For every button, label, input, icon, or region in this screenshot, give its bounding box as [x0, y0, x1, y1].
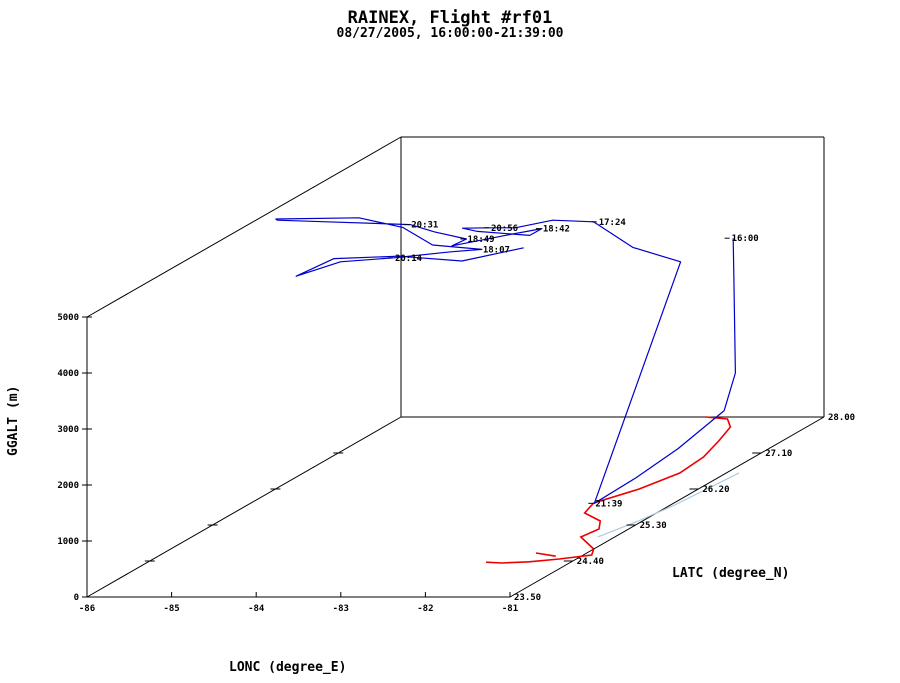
x-tick-label: -82: [417, 604, 433, 614]
frame-edge-right-bottom: [509, 416, 825, 598]
time-label: 18:42: [543, 225, 570, 235]
ground-track-line: [597, 472, 740, 538]
chart-subtitle: 08/27/2005, 16:00:00-21:39:00: [336, 26, 564, 41]
coastline: [486, 416, 732, 564]
z-tick-label: 2000: [57, 481, 79, 491]
y-tick-label: 28.00: [828, 413, 855, 423]
flight-track: [275, 217, 736, 504]
y-axis-ticks: 23.50 24.40 25.30 26.20 27.10 28.00: [144, 413, 855, 603]
y-axis-title: LATC (degree_N): [672, 566, 790, 581]
y-tick-label: 27.10: [765, 449, 792, 459]
y-tick-label: 25.30: [640, 521, 667, 531]
z-axis-title: GGALT (m): [6, 385, 21, 456]
ground-track: [597, 472, 740, 538]
x-tick-label: -83: [333, 604, 349, 614]
flight-path-line: [275, 217, 736, 504]
time-label: 20:31: [411, 221, 438, 231]
x-tick-label: -86: [79, 604, 95, 614]
chart-title: RAINEX, Flight #rf01: [347, 8, 553, 28]
z-tick-label: 0: [74, 593, 79, 603]
frame-edge-left-top: [86, 136, 402, 318]
x-axis-ticks: -86 -85 -84 -83 -82 -81: [79, 592, 518, 614]
z-tick-label: 5000: [57, 313, 79, 323]
time-label: 20:14: [395, 254, 423, 264]
time-label: 16:00: [732, 234, 759, 244]
time-label: 21:39: [595, 499, 622, 509]
y-tick-label: 23.50: [514, 593, 541, 603]
z-tick-label: 3000: [57, 425, 79, 435]
x-tick-label: -85: [163, 604, 179, 614]
coastline-segment: [579, 502, 602, 550]
z-axis-ticks: 0 1000 2000 3000 4000 5000: [57, 313, 92, 603]
time-label: 17:24: [599, 218, 627, 228]
frame-edge-left-bottom: [86, 416, 402, 598]
x-tick-label: -81: [502, 604, 518, 614]
time-label: 18:49: [467, 235, 494, 245]
z-tick-label: 1000: [57, 537, 79, 547]
coastline-segment: [535, 552, 556, 557]
time-label: 18:07: [483, 245, 510, 255]
coastline-segment: [486, 548, 595, 564]
x-axis-title: LONC (degree_E): [229, 660, 347, 675]
y-tick-label: 26.20: [702, 485, 729, 495]
plot-frame: [86, 136, 825, 598]
y-tick-label: 24.40: [577, 557, 604, 567]
time-label: 20:56: [491, 224, 518, 234]
x-tick-label: -84: [248, 604, 265, 614]
z-tick-label: 4000: [57, 369, 79, 379]
coastline-segment: [593, 416, 732, 504]
